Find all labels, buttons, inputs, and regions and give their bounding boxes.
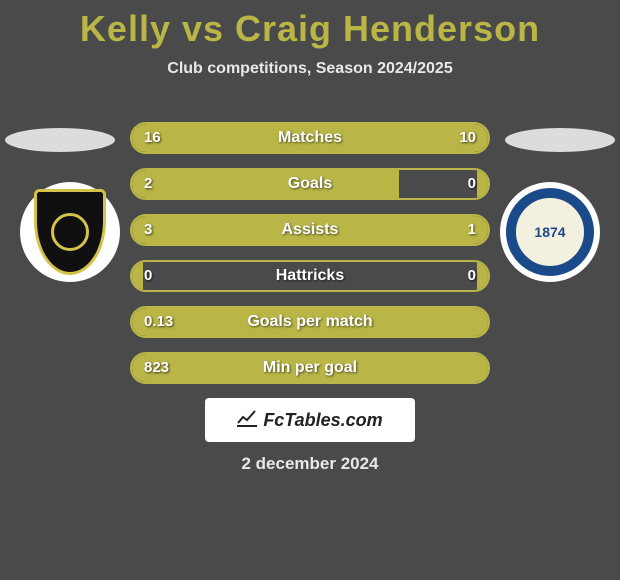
stat-value-left: 3 (144, 221, 152, 238)
stat-value-right: 0 (468, 175, 476, 192)
stat-value-right: 1 (468, 221, 476, 238)
brand-badge[interactable]: FcTables.com (205, 398, 415, 442)
brand-text: FcTables.com (263, 410, 382, 431)
subtitle: Club competitions, Season 2024/2025 (0, 60, 620, 78)
player-shadow-right (505, 128, 615, 152)
player-shadow-left (5, 128, 115, 152)
page-title: Kelly vs Craig Henderson (0, 0, 620, 50)
stat-value-left: 823 (144, 359, 169, 376)
shield-inner-icon (51, 213, 89, 251)
stat-value-right: 0 (468, 267, 476, 284)
stat-label: Assists (132, 221, 488, 239)
stat-row: Matches16 10 (130, 122, 490, 154)
crest-year: 1874 (534, 224, 565, 240)
stat-row: Hattricks0 0 (130, 260, 490, 292)
stat-label: Goals per match (132, 313, 488, 331)
stat-label: Goals (132, 175, 488, 193)
stat-label: Hattricks (132, 267, 488, 285)
date-text: 2 december 2024 (0, 454, 620, 474)
stat-value-left: 0 (144, 267, 152, 284)
shield-icon (34, 189, 106, 275)
stat-value-right: 10 (459, 129, 476, 146)
crest-left (20, 182, 120, 282)
stat-row: Goals per match0.13 (130, 306, 490, 338)
stat-value-left: 2 (144, 175, 152, 192)
stat-value-left: 16 (144, 129, 161, 146)
stats-container: Matches1610Goals20Assists31Hattricks00Go… (130, 122, 490, 398)
chart-icon (237, 409, 257, 432)
ring-icon: 1874 (506, 188, 594, 276)
stat-row: Goals2 0 (130, 168, 490, 200)
stat-row: Min per goal823 (130, 352, 490, 384)
crest-right: 1874 (500, 182, 600, 282)
stat-label: Min per goal (132, 359, 488, 377)
stat-label: Matches (132, 129, 488, 147)
stat-value-left: 0.13 (144, 313, 173, 330)
stat-row: Assists3 1 (130, 214, 490, 246)
